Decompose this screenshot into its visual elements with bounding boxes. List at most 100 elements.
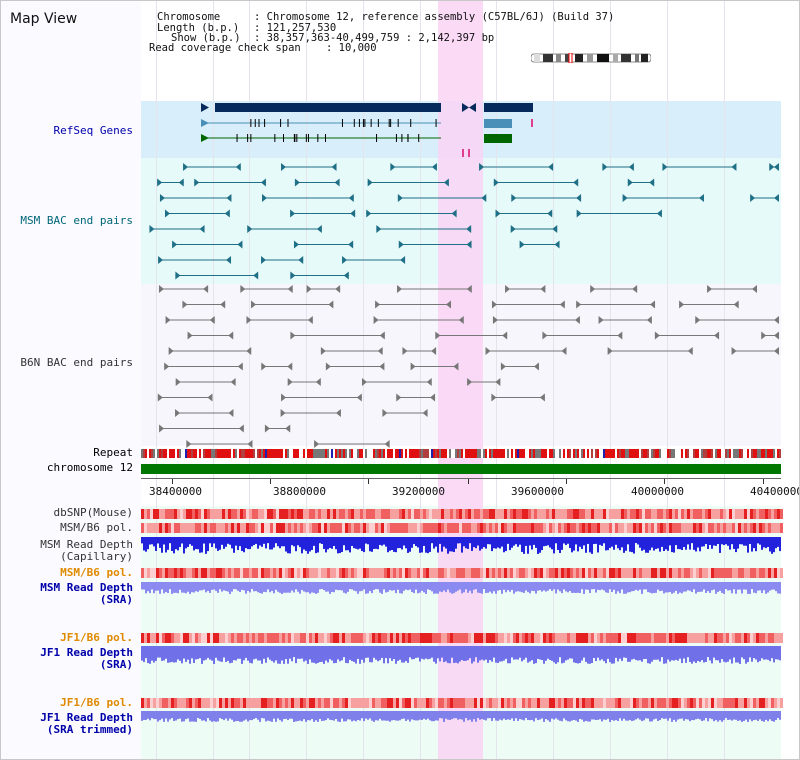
jf1-b6-pol-cell (576, 633, 579, 643)
jf1-depth-sra-bar (741, 646, 743, 658)
jf1-depth-trimmed-bar (581, 711, 583, 720)
selected-region-highlight[interactable] (438, 1, 483, 759)
jf1-depth-trimmed-bar (235, 711, 237, 722)
msm-b6-pol-sra-cell (438, 568, 441, 578)
msm-b6-pol-sra-cell (225, 568, 228, 578)
msm-b6-pol-cell (375, 523, 378, 533)
msm-depth-sra-bar (483, 582, 485, 590)
jf1-depth-trimmed-bar (251, 711, 253, 721)
repeat-segment (493, 449, 495, 458)
msm-depth-sra-bar (477, 582, 479, 593)
jf1-depth-sra-bar (413, 646, 415, 660)
jf1-b6-pol-trimmed-cell (345, 698, 348, 708)
dbsnp-heat-cell (687, 509, 690, 519)
msm-depth-capillary-bar (425, 537, 427, 553)
dbsnp-label[interactable]: dbSNP(Mouse) (53, 506, 133, 519)
repeat-segment (767, 449, 769, 458)
jf1-read-depth-sra-label-2[interactable]: (SRA) (99, 658, 133, 671)
jf1-b6-pol-trimmed-cell (429, 698, 432, 708)
jf1-b6-pol-cell (186, 633, 189, 643)
msm-b6-pol-sra-cell (405, 568, 408, 578)
jf1-b6-pol-trimmed-cell (285, 698, 288, 708)
jf1-read-depth-sra-label-1[interactable]: JF1 Read Depth (40, 646, 133, 659)
msm-b6-pol-cell (528, 523, 531, 533)
repeat-segment (553, 449, 555, 458)
jf1-b6-pol-cell (216, 633, 219, 643)
jf1-b6-pol-label[interactable]: JF1/B6 pol. (60, 631, 133, 644)
dbsnp-heat-cell (684, 509, 687, 519)
msm-read-depth-sra-label-1[interactable]: MSM Read Depth (40, 581, 133, 594)
repeat-segment (175, 449, 177, 458)
msm-b6-pol-sra-cell (339, 568, 342, 578)
jf1-b6-pol-cell (282, 633, 285, 643)
msm-read-depth-sra-label-2[interactable]: (SRA) (99, 593, 133, 606)
jf1-depth-sra-bar (679, 646, 681, 659)
b6n-bac-pair-end (495, 378, 501, 386)
jf1-depth-sra-bar (649, 646, 651, 664)
msm-bac-label[interactable]: MSM BAC end pairs (20, 214, 133, 227)
msm-b6-pol-cell (384, 523, 387, 533)
msm-depth-capillary-bar (173, 537, 175, 554)
dbsnp-heat-cell (759, 509, 762, 519)
msm-depth-sra-bar (535, 582, 537, 594)
jf1-depth-sra-bar (299, 646, 301, 659)
msm-depth-sra-bar (263, 582, 265, 592)
msm-b6-pol-cell (462, 523, 465, 533)
msm-depth-sra-bar (259, 582, 261, 593)
dbsnp-heat-cell (336, 509, 339, 519)
msm-depth-capillary-bar (151, 537, 153, 545)
repeat-segment (587, 449, 589, 458)
jf1-read-depth-trimmed-label-1[interactable]: JF1 Read Depth (40, 711, 133, 724)
msm-depth-sra-bar (709, 582, 711, 593)
jf1-depth-trimmed-bar (361, 711, 363, 719)
repeat-segment (287, 449, 289, 458)
msm-b6-pol-cell (774, 523, 777, 533)
jf1-depth-sra-bar (495, 646, 497, 663)
refseq-genes-label[interactable]: RefSeq Genes (53, 124, 133, 137)
msm-b6-pol-sra-cell (780, 568, 783, 578)
msm-b6-pol-sra-cell (471, 568, 474, 578)
msm-b6-pol-cell (459, 523, 462, 533)
msm-b6-pol-cell (267, 523, 270, 533)
msm-b6-pol-sra-label[interactable]: MSM/B6 pol. (60, 566, 133, 579)
msm-depth-sra-bar (143, 582, 145, 590)
chromosome-ideogram[interactable] (531, 53, 651, 63)
msm-depth-capillary-bar (467, 537, 469, 549)
b6n-bac-pair-end (182, 300, 188, 309)
msm-depth-capillary-bar (637, 537, 639, 545)
msm-depth-sra-bar (701, 582, 703, 592)
jf1-b6-pol-trimmed-label[interactable]: JF1/B6 pol. (60, 696, 133, 709)
jf1-b6-pol-cell (327, 633, 330, 643)
jf1-b6-pol-trimmed-cell (660, 698, 663, 708)
repeat-segment (189, 449, 191, 458)
msm-b6-pol-cell (444, 523, 447, 533)
jf1-b6-pol-trimmed-cell (732, 698, 735, 708)
jf1-b6-pol-cell (630, 633, 633, 643)
jf1-depth-sra-bar (779, 646, 781, 661)
jf1-depth-sra-bar (775, 646, 777, 660)
dbsnp-heat-cell (288, 509, 291, 519)
msm-depth-capillary-bar (453, 537, 455, 553)
msm-read-depth-capillary-label-1[interactable]: MSM Read Depth (40, 538, 133, 551)
msm-depth-capillary-bar (375, 537, 377, 549)
msm-read-depth-capillary-label-2[interactable]: (Capillary) (60, 550, 133, 563)
msm-b6-pol-cell (780, 523, 783, 533)
msm-depth-sra-bar (457, 582, 459, 591)
msm-b6-pol-sra-cell (633, 568, 636, 578)
repeat-segment (225, 449, 227, 458)
msm-depth-sra-bar (777, 582, 779, 594)
dbsnp-heat-cell (141, 509, 144, 519)
msm-depth-capillary-bar (763, 537, 765, 548)
b6n-bac-pair-end (650, 300, 656, 309)
jf1-b6-pol-cell (273, 633, 276, 643)
dbsnp-heat-cell (474, 509, 477, 519)
jf1-depth-sra-bar (245, 646, 247, 658)
jf1-b6-pol-trimmed-cell (459, 698, 462, 708)
b6n-bac-label[interactable]: B6N BAC end pairs (20, 356, 133, 369)
msm-b6-pol-cell (753, 523, 756, 533)
jf1-read-depth-trimmed-label-2[interactable]: (SRA trimmed) (46, 723, 133, 736)
b6n-bac-pair-end (559, 300, 565, 309)
msm-b6-pol-label[interactable]: MSM/B6 pol. (60, 521, 133, 534)
msm-depth-capillary-bar (319, 537, 321, 544)
